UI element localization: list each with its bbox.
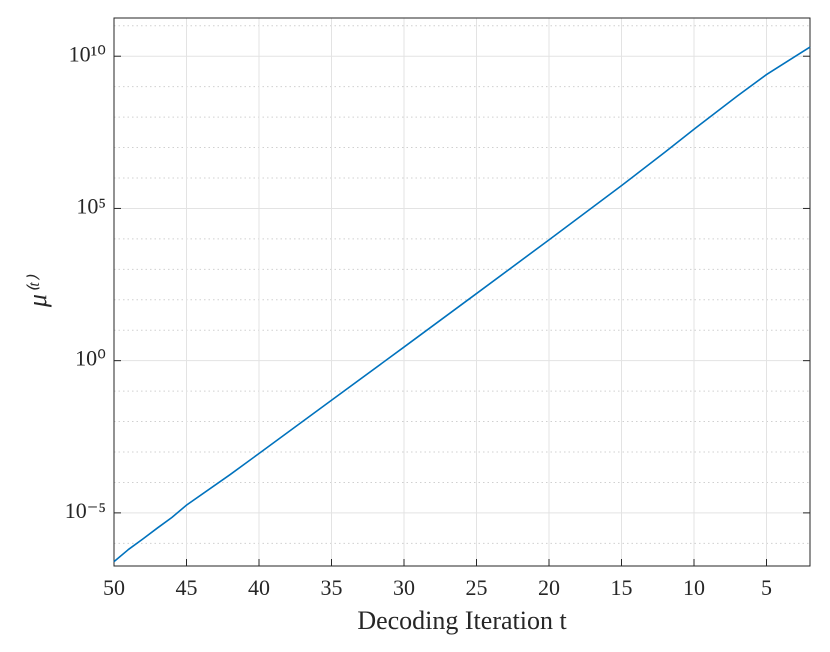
y-axis-label: μ⁽ᵗ⁾ bbox=[23, 274, 52, 308]
x-tick-label: 35 bbox=[321, 575, 343, 600]
axes-box bbox=[113, 17, 811, 567]
y-tick-label: 10⁻⁵ bbox=[65, 498, 106, 523]
x-tick-label: 15 bbox=[611, 575, 633, 600]
x-tick-label: 45 bbox=[176, 575, 198, 600]
x-tick-label: 20 bbox=[538, 575, 560, 600]
x-tick-label: 50 bbox=[103, 575, 125, 600]
x-tick-label: 10 bbox=[683, 575, 705, 600]
y-tick-label: 10¹⁰ bbox=[69, 41, 107, 66]
x-tick-label: 40 bbox=[248, 575, 270, 600]
data-line bbox=[113, 46, 811, 563]
x-tick-label: 25 bbox=[466, 575, 488, 600]
y-tick-label: 10⁰ bbox=[75, 346, 106, 371]
x-axis-label: Decoding Iteration t bbox=[357, 606, 567, 635]
x-tick-label: 5 bbox=[761, 575, 772, 600]
plot-area bbox=[114, 18, 810, 566]
x-tick-label: 30 bbox=[393, 575, 415, 600]
y-tick-label: 10⁵ bbox=[76, 193, 106, 218]
